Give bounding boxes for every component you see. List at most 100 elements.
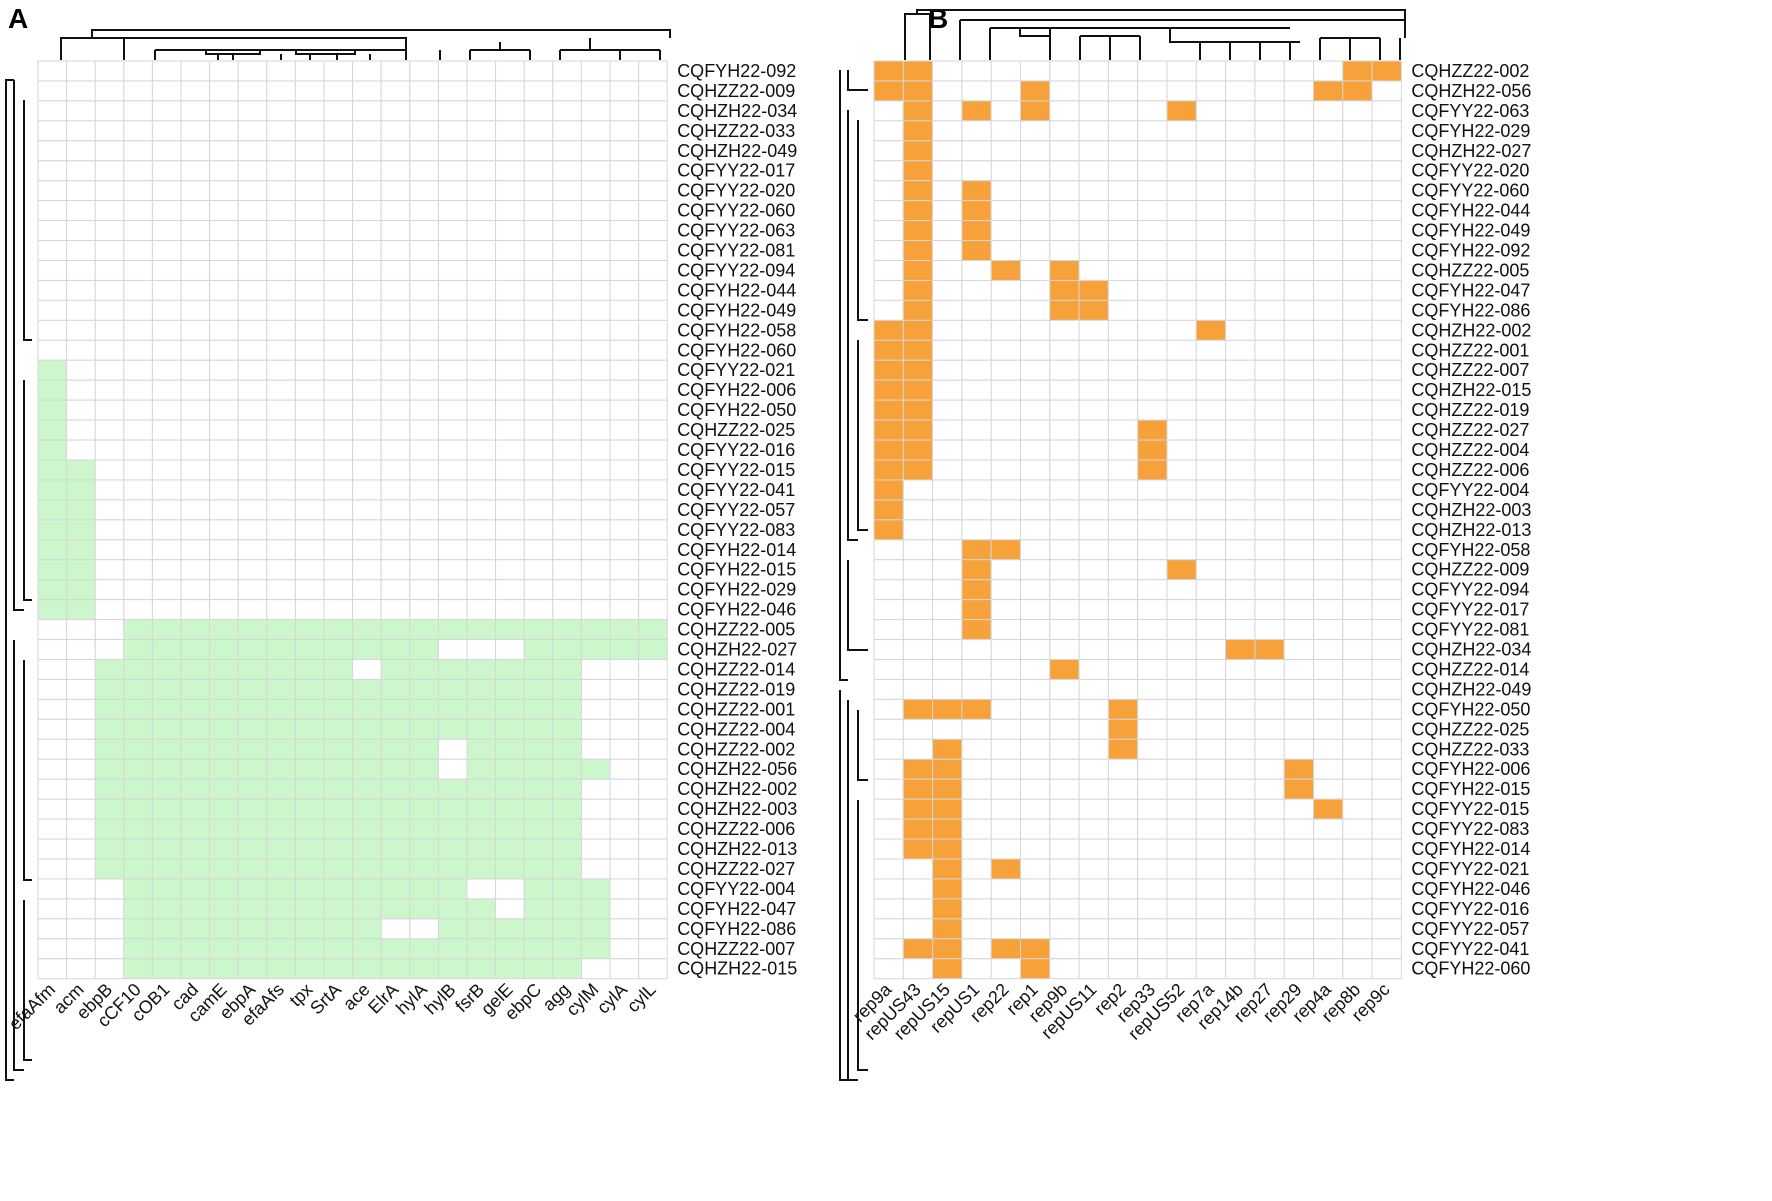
panel-a-cell-CQHZZ22-004-SrtA [323, 718, 354, 740]
panel-a-cell-CQHZH22-049-hylA [409, 140, 439, 162]
panel-b-row-label: CQFYY22-081 [1411, 620, 1529, 640]
panel-a-cell-CQFYY22-063-cad [180, 220, 211, 242]
panel-a-cell-CQFYY22-041-cad [180, 479, 211, 501]
panel-a-cell-CQHZH22-002-cylM [580, 778, 611, 800]
panel-b-cell-CQFYY22-094-rep8b [1342, 579, 1373, 601]
panel-a-cell-CQFYH22-086-cOB1 [151, 918, 182, 940]
panel-a-cell-CQFYY22-060-SrtA [323, 200, 354, 222]
panel-b-cell-CQFYY22-004-rep29 [1283, 479, 1314, 501]
panel-a-cell-CQHZH22-049-SrtA [323, 140, 354, 162]
panel-a-cell-CQHZZ22-002-cCF10 [123, 738, 153, 760]
panel-a-cell-CQHZZ22-009-cylL [638, 80, 668, 102]
panel-a-cell-CQFYY22-015-ace [352, 459, 382, 481]
panel-b-cell-CQFYY22-083-repUS1 [961, 818, 992, 840]
panel-a-cell-CQHZZ22-019-fsrB [466, 678, 497, 700]
panel-b-cell-CQHZH22-003-rep9a [873, 499, 904, 521]
panel-b-cell-CQHZH22-015-rep2 [1107, 379, 1139, 401]
panel-b-cell-CQFYY22-094-repUS1 [961, 579, 992, 601]
panel-b-cell-CQFYH22-044-rep9b [1049, 200, 1080, 222]
panel-a-cell-CQHZZ22-027-agg [552, 858, 582, 880]
panel-b-heatmap: CQHZZ22-002CQHZH22-056CQFYY22-063CQFYH22… [849, 60, 1531, 1044]
panel-b-cell-CQFYH22-014-rep9c [1371, 838, 1402, 860]
panel-b-cell-CQHZH22-002-repUS52 [1166, 319, 1197, 341]
panel-b-cell-CQHZZ22-009-rep29 [1283, 559, 1314, 581]
panel-a-cell-CQHZZ22-006-cylM [580, 818, 611, 840]
panel-b-cell-CQFYY22-081-rep22 [990, 619, 1022, 641]
panel-a-cell-CQHZZ22-004-efaAfs [266, 718, 296, 740]
panel-a-cell-CQFYY22-060-efaAfm [37, 200, 68, 222]
panel-b-cell-CQHZZ22-025-repUS1 [961, 718, 992, 740]
panel-a-cell-CQHZZ22-006-camE [209, 818, 239, 840]
panel-a-cell-CQHZZ22-007-gelE [495, 938, 525, 960]
panel-b-cell-CQFYY22-020-rep7a [1195, 160, 1227, 182]
panel-b-cell-CQFYH22-086-repUS11 [1078, 299, 1109, 321]
panel-b-row-label: CQFYY22-021 [1411, 859, 1529, 879]
panel-b-cell-CQFYY22-063-rep33 [1137, 100, 1168, 122]
panel-b-cell-CQFYH22-092-rep1 [1020, 240, 1051, 262]
panel-b-cell-CQHZH22-034-rep9a [873, 639, 904, 660]
panel-a-cell-CQFYY22-057-hylA [409, 499, 439, 521]
panel-a-cell-CQFYY22-063-ace [352, 220, 382, 242]
panel-a-cell-CQFYH22-044-cad [180, 279, 211, 301]
panel-b-cell-CQFYY22-020-repUS52 [1166, 160, 1197, 182]
panel-a-cell-CQHZZ22-027-efaAfs [266, 858, 296, 880]
panel-a-cell-CQHZH22-056-cCF10 [123, 758, 153, 780]
panel-b-row-label: CQHZZ22-019 [1411, 400, 1529, 420]
panel-a-cell-CQFYH22-050-tpx [294, 399, 325, 421]
panel-a-cell-CQFYH22-086-efaAfs [266, 918, 296, 940]
panel-a-cell-CQFYY22-081-ElrA [380, 240, 411, 262]
panel-a-cell-CQHZZ22-005-cylL [638, 619, 668, 641]
panel-a-cell-CQFYH22-050-fsrB [466, 399, 497, 421]
panel-b-cell-CQHZH22-027-repUS1 [961, 140, 992, 162]
panel-b-cell-CQFYH22-092-rep9c [1371, 240, 1402, 262]
panel-a-cell-CQFYH22-006-ace [352, 379, 382, 401]
panel-b-cell-CQFYY22-057-repUS1 [961, 918, 992, 940]
panel-a-cell-CQHZZ22-019-camE [209, 678, 239, 700]
panel-a-cell-CQFYY22-057-SrtA [323, 499, 354, 521]
panel-b-row-label: CQHZH22-002 [1411, 320, 1531, 340]
panel-a-cell-CQFYY22-041-ebpA [237, 479, 268, 501]
panel-b-cell-CQHZZ22-001-rep33 [1137, 339, 1168, 361]
panel-b-cell-CQFYY22-094-rep14b [1225, 579, 1256, 601]
panel-a-cell-CQHZZ22-019-SrtA [323, 678, 354, 700]
panel-a-cell-CQFYY22-016-acm [66, 439, 96, 461]
panel-a-cell-CQHZZ22-033-cad [180, 120, 211, 142]
panel-b-cell-CQHZZ22-014-repUS43 [902, 659, 934, 680]
panel-a-cell-CQFYY22-060-fsrB [466, 200, 497, 222]
panel-a-cell-CQFYY22-041-cylA [609, 479, 640, 501]
panel-a-cell-CQHZH22-002-cylL [638, 778, 668, 800]
panel-a-cell-CQFYH22-044-acm [66, 279, 96, 301]
panel-b-cell-CQHZZ22-027-repUS11 [1078, 419, 1109, 441]
panel-b-cell-CQFYY22-063-rep2 [1107, 100, 1139, 122]
panel-a-cell-CQHZZ22-019-cylL [638, 678, 668, 700]
panel-a-cell-CQHZZ22-019-cad [180, 678, 211, 700]
panel-b-cell-CQFYH22-029-rep29 [1283, 120, 1314, 142]
panel-b-cell-CQFYY22-063-rep22 [990, 100, 1022, 122]
panel-a-cell-CQFYY22-004-gelE [495, 878, 525, 900]
panel-b-cell-CQFYH22-060-rep9b [1049, 958, 1080, 980]
panel-a-cell-CQHZH22-056-ebpB [94, 758, 125, 780]
panel-b-cell-CQHZZ22-019-rep22 [990, 399, 1022, 421]
panel-b-cell-CQFYH22-086-rep27 [1254, 299, 1285, 321]
panel-a-cell-CQHZZ22-007-cCF10 [123, 938, 153, 960]
panel-a-cell-CQFYY22-016-gelE [495, 439, 525, 461]
panel-a-cell-CQHZH22-034-ebpC [523, 100, 554, 122]
panel-b-cell-CQHZH22-015-repUS15 [932, 379, 963, 401]
panel-a-cell-CQFYH22-014-cylL [638, 539, 668, 561]
panel-a-cell-CQFYY22-016-hylA [409, 439, 439, 461]
panel-b-cell-CQFYY22-016-repUS1 [961, 898, 992, 920]
panel-b-row-label: CQHZZ22-027 [1411, 420, 1529, 440]
panel-b-cell-CQFYH22-086-rep9c [1371, 299, 1402, 321]
panel-a-cell-CQFYH22-050-agg [552, 399, 582, 421]
panel-b-cell-CQHZZ22-002-repUS52 [1166, 60, 1197, 82]
panel-a-cell-CQFYY22-004-cylA [609, 878, 640, 900]
panel-a-cell-CQHZH22-003-cOB1 [151, 798, 182, 820]
panel-a-cell-CQFYH22-029-SrtA [323, 579, 354, 601]
panel-a-row-label: CQHZH22-027 [677, 640, 797, 660]
panel-a-cell-CQHZH22-034-hylB [437, 100, 468, 122]
panel-a-cell-CQFYY22-021-cOB1 [151, 359, 182, 381]
panel-a-cell-CQHZZ22-001-ebpB [94, 698, 125, 720]
panel-b-cell-CQFYH22-058-rep14b [1225, 539, 1256, 561]
panel-a-cell-CQFYY22-063-cylA [609, 220, 640, 242]
panel-a-cell-CQFYY22-063-gelE [495, 220, 525, 242]
